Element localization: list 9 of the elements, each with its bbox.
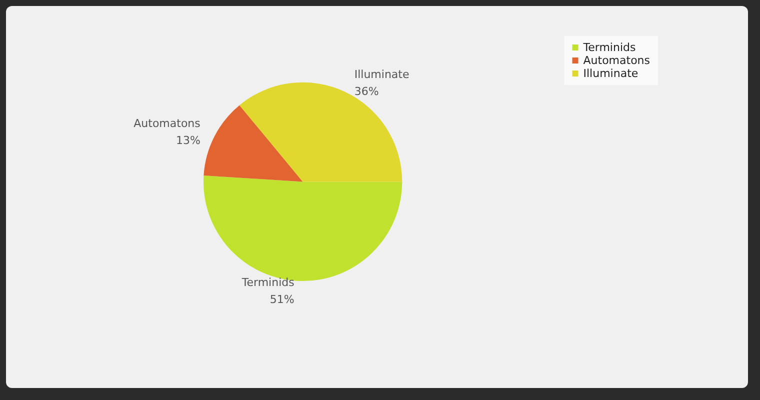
legend-label: Automatons [583,54,650,67]
legend-label: Illuminate [583,67,638,80]
slice-label: Terminids [240,276,295,289]
slice-label: Automatons [134,117,201,130]
data-label: 51% [270,292,294,306]
slice-label: Illuminate [354,68,410,81]
data-label: 13% [176,134,200,148]
legend-label: Terminids [582,41,636,54]
data-label: 36% [354,84,379,98]
